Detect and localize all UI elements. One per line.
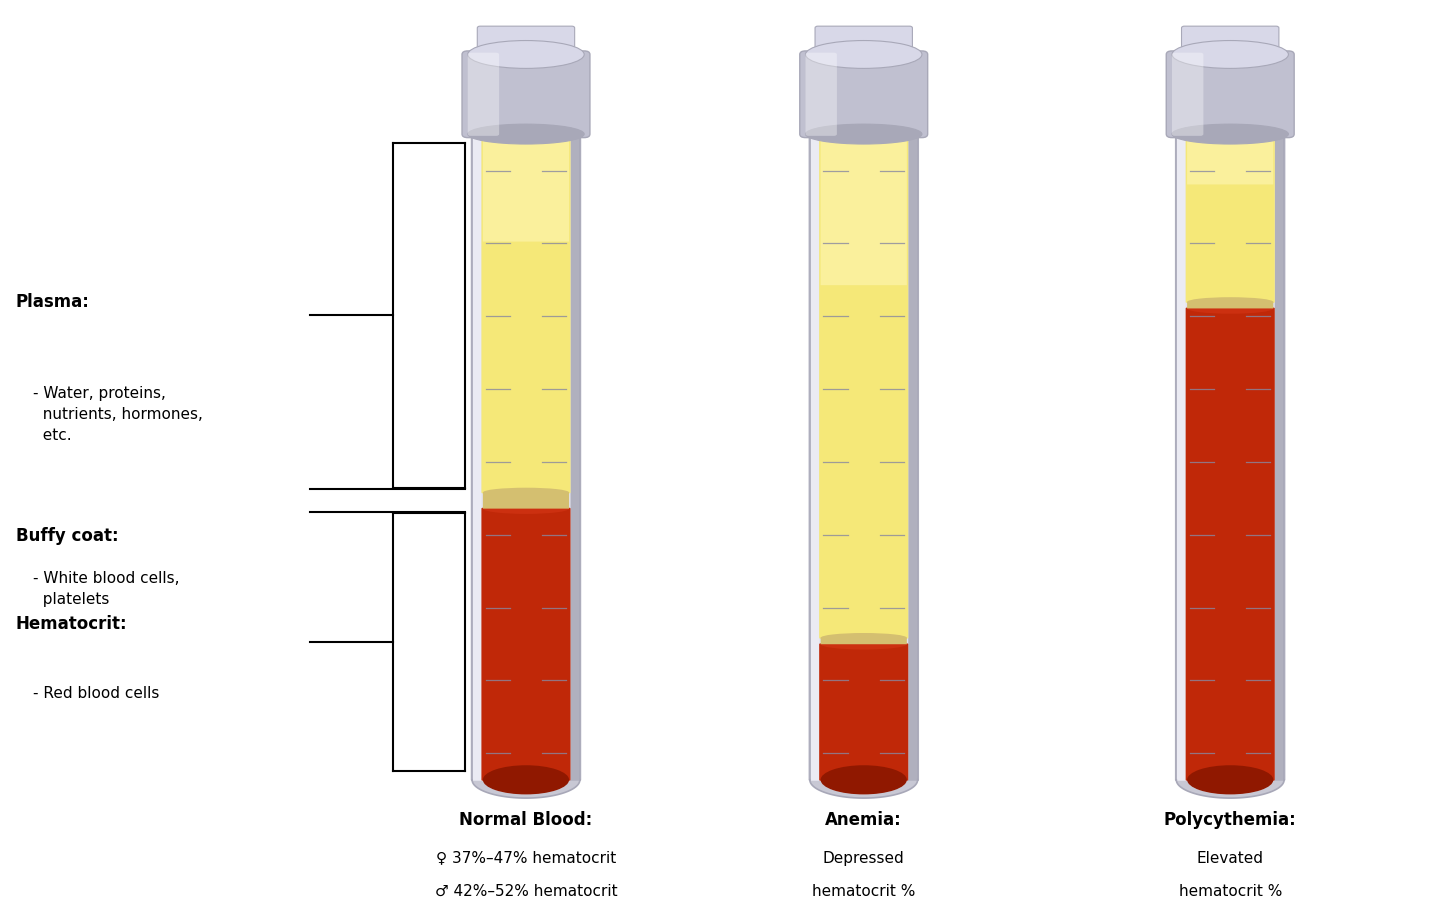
Ellipse shape — [1176, 761, 1284, 798]
Ellipse shape — [805, 41, 922, 68]
FancyBboxPatch shape — [815, 26, 913, 60]
FancyBboxPatch shape — [1185, 133, 1274, 303]
Ellipse shape — [1187, 128, 1273, 140]
FancyBboxPatch shape — [821, 134, 907, 286]
FancyBboxPatch shape — [481, 133, 570, 494]
FancyBboxPatch shape — [462, 51, 590, 138]
Text: hematocrit %: hematocrit % — [812, 884, 916, 899]
FancyBboxPatch shape — [1185, 307, 1274, 781]
FancyBboxPatch shape — [1269, 133, 1284, 781]
FancyBboxPatch shape — [809, 133, 832, 781]
FancyBboxPatch shape — [819, 133, 909, 639]
Ellipse shape — [821, 128, 907, 140]
FancyBboxPatch shape — [1187, 134, 1273, 185]
Text: - Water, proteins,
  nutrients, hormones,
  etc.: - Water, proteins, nutrients, hormones, … — [33, 387, 203, 443]
FancyBboxPatch shape — [808, 133, 919, 781]
Ellipse shape — [821, 639, 907, 650]
FancyBboxPatch shape — [901, 133, 917, 781]
Ellipse shape — [821, 765, 907, 795]
FancyBboxPatch shape — [799, 51, 927, 138]
FancyBboxPatch shape — [482, 493, 569, 509]
FancyBboxPatch shape — [564, 133, 580, 781]
FancyBboxPatch shape — [1172, 52, 1204, 136]
Ellipse shape — [482, 765, 569, 795]
FancyBboxPatch shape — [477, 26, 575, 60]
FancyBboxPatch shape — [819, 133, 909, 781]
FancyBboxPatch shape — [481, 133, 570, 781]
Text: Anemia:: Anemia: — [825, 811, 901, 829]
Ellipse shape — [1172, 41, 1289, 68]
Ellipse shape — [1172, 124, 1289, 144]
Text: ♀ 37%–47% hematocrit: ♀ 37%–47% hematocrit — [436, 851, 616, 866]
Ellipse shape — [482, 504, 569, 514]
Text: Hematocrit:: Hematocrit: — [16, 615, 127, 633]
FancyBboxPatch shape — [1187, 302, 1273, 308]
FancyBboxPatch shape — [1166, 51, 1295, 138]
Ellipse shape — [1187, 765, 1273, 795]
Text: Plasma:: Plasma: — [16, 293, 89, 311]
Ellipse shape — [809, 761, 917, 798]
Ellipse shape — [482, 487, 569, 497]
FancyBboxPatch shape — [471, 133, 582, 781]
Ellipse shape — [482, 128, 569, 140]
Text: Polycythemia:: Polycythemia: — [1164, 811, 1296, 829]
Ellipse shape — [482, 765, 569, 795]
Ellipse shape — [821, 765, 907, 795]
FancyBboxPatch shape — [805, 52, 837, 136]
Ellipse shape — [1187, 303, 1273, 314]
FancyBboxPatch shape — [472, 133, 494, 781]
FancyBboxPatch shape — [1175, 133, 1286, 781]
Text: Buffy coat:: Buffy coat: — [16, 527, 118, 545]
Text: - White blood cells,
  platelets: - White blood cells, platelets — [33, 571, 180, 607]
Text: ♂ 42%–52% hematocrit: ♂ 42%–52% hematocrit — [435, 884, 618, 899]
Ellipse shape — [1187, 765, 1273, 795]
Ellipse shape — [468, 124, 585, 144]
FancyBboxPatch shape — [819, 643, 909, 781]
Text: Depressed: Depressed — [822, 851, 904, 866]
FancyBboxPatch shape — [1185, 133, 1274, 781]
Text: - Red blood cells: - Red blood cells — [33, 687, 160, 701]
FancyBboxPatch shape — [1182, 26, 1279, 60]
Ellipse shape — [468, 41, 585, 68]
Text: hematocrit %: hematocrit % — [1178, 884, 1282, 899]
Ellipse shape — [821, 633, 907, 642]
FancyBboxPatch shape — [482, 134, 569, 241]
FancyBboxPatch shape — [1176, 133, 1198, 781]
Ellipse shape — [472, 761, 580, 798]
Ellipse shape — [1187, 297, 1273, 306]
FancyBboxPatch shape — [481, 508, 570, 781]
FancyBboxPatch shape — [821, 638, 907, 644]
Ellipse shape — [805, 124, 922, 144]
Text: Elevated: Elevated — [1197, 851, 1264, 866]
Text: Normal Blood:: Normal Blood: — [459, 811, 593, 829]
FancyBboxPatch shape — [468, 52, 500, 136]
